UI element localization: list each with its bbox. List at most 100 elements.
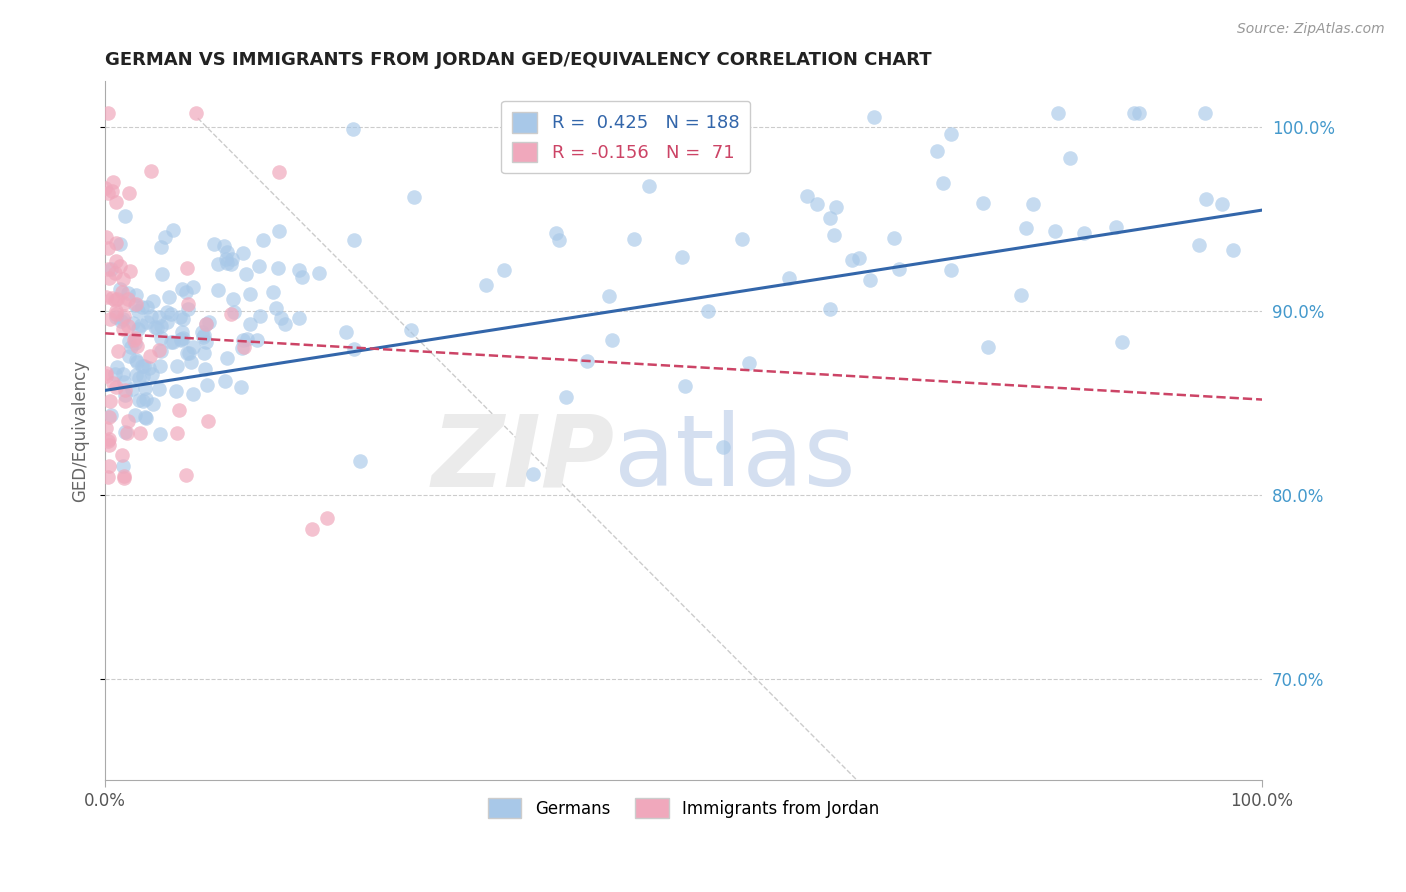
Point bbox=[887, 261, 910, 276]
Point bbox=[127, 303, 149, 318]
Point bbox=[778, 271, 800, 285]
Point bbox=[181, 279, 204, 293]
Point bbox=[121, 382, 143, 396]
Point bbox=[118, 334, 141, 348]
Point bbox=[1111, 334, 1133, 349]
Point bbox=[174, 285, 197, 299]
Point bbox=[193, 328, 215, 343]
Point bbox=[104, 368, 127, 382]
Point bbox=[129, 425, 152, 440]
Point bbox=[193, 346, 215, 360]
Text: Source: ZipAtlas.com: Source: ZipAtlas.com bbox=[1237, 22, 1385, 37]
Point bbox=[176, 260, 198, 275]
Point bbox=[114, 209, 136, 223]
Point bbox=[267, 260, 290, 275]
Point bbox=[623, 232, 645, 246]
Point bbox=[222, 305, 245, 319]
Point bbox=[135, 392, 157, 407]
Point bbox=[166, 426, 188, 441]
Point bbox=[111, 285, 134, 300]
Point bbox=[111, 322, 134, 336]
Point bbox=[731, 232, 754, 246]
Point bbox=[104, 293, 127, 307]
Point bbox=[169, 310, 191, 324]
Point bbox=[105, 254, 128, 268]
Text: GERMAN VS IMMIGRANTS FROM JORDAN GED/EQUIVALENCY CORRELATION CHART: GERMAN VS IMMIGRANTS FROM JORDAN GED/EQU… bbox=[105, 51, 932, 69]
Point bbox=[98, 270, 121, 285]
Point bbox=[149, 344, 172, 359]
Point bbox=[94, 290, 117, 304]
Point bbox=[263, 285, 285, 299]
Point bbox=[184, 105, 207, 120]
Point bbox=[105, 310, 128, 324]
Point bbox=[1195, 192, 1218, 206]
Point bbox=[1073, 226, 1095, 240]
Point bbox=[97, 105, 120, 120]
Point bbox=[555, 390, 578, 404]
Point bbox=[219, 257, 242, 271]
Point bbox=[105, 307, 128, 321]
Point bbox=[150, 240, 173, 254]
Point bbox=[671, 250, 693, 264]
Point bbox=[249, 309, 271, 323]
Point bbox=[177, 301, 200, 316]
Point bbox=[150, 267, 173, 281]
Point bbox=[110, 314, 132, 328]
Text: atlas: atlas bbox=[614, 410, 856, 508]
Point bbox=[141, 163, 163, 178]
Point bbox=[112, 471, 135, 485]
Point bbox=[673, 378, 696, 392]
Point bbox=[139, 309, 162, 323]
Point bbox=[232, 246, 254, 260]
Point bbox=[131, 359, 153, 373]
Point bbox=[219, 307, 242, 321]
Point bbox=[146, 320, 169, 334]
Point bbox=[246, 334, 269, 348]
Point bbox=[288, 263, 311, 277]
Point bbox=[475, 278, 498, 293]
Point bbox=[172, 311, 194, 326]
Point bbox=[818, 211, 841, 226]
Point bbox=[848, 252, 870, 266]
Point bbox=[149, 318, 172, 333]
Text: ZIP: ZIP bbox=[432, 410, 614, 508]
Point bbox=[162, 223, 184, 237]
Point bbox=[972, 196, 994, 211]
Point bbox=[288, 311, 311, 326]
Point bbox=[1128, 105, 1150, 120]
Point bbox=[124, 331, 146, 345]
Point bbox=[132, 394, 155, 409]
Point bbox=[160, 334, 183, 349]
Point bbox=[194, 361, 217, 376]
Point bbox=[170, 333, 193, 347]
Point bbox=[117, 318, 139, 333]
Point bbox=[932, 176, 955, 190]
Point bbox=[221, 252, 243, 266]
Point bbox=[308, 266, 330, 280]
Point bbox=[104, 195, 127, 210]
Point bbox=[153, 229, 176, 244]
Point bbox=[105, 380, 128, 394]
Point bbox=[544, 226, 567, 240]
Point bbox=[118, 349, 141, 363]
Point bbox=[114, 387, 136, 401]
Point bbox=[127, 321, 149, 335]
Point bbox=[194, 334, 217, 349]
Point bbox=[252, 233, 274, 247]
Point bbox=[343, 342, 366, 356]
Point bbox=[180, 355, 202, 369]
Point bbox=[342, 233, 364, 247]
Point bbox=[124, 335, 146, 350]
Point bbox=[214, 374, 236, 388]
Point bbox=[121, 317, 143, 331]
Point bbox=[600, 333, 623, 347]
Point bbox=[229, 379, 252, 393]
Point bbox=[107, 359, 129, 374]
Point bbox=[159, 307, 181, 321]
Point bbox=[1045, 224, 1067, 238]
Point bbox=[127, 339, 149, 353]
Point bbox=[141, 367, 163, 381]
Point bbox=[796, 189, 818, 203]
Point bbox=[841, 253, 863, 268]
Point bbox=[1021, 197, 1043, 211]
